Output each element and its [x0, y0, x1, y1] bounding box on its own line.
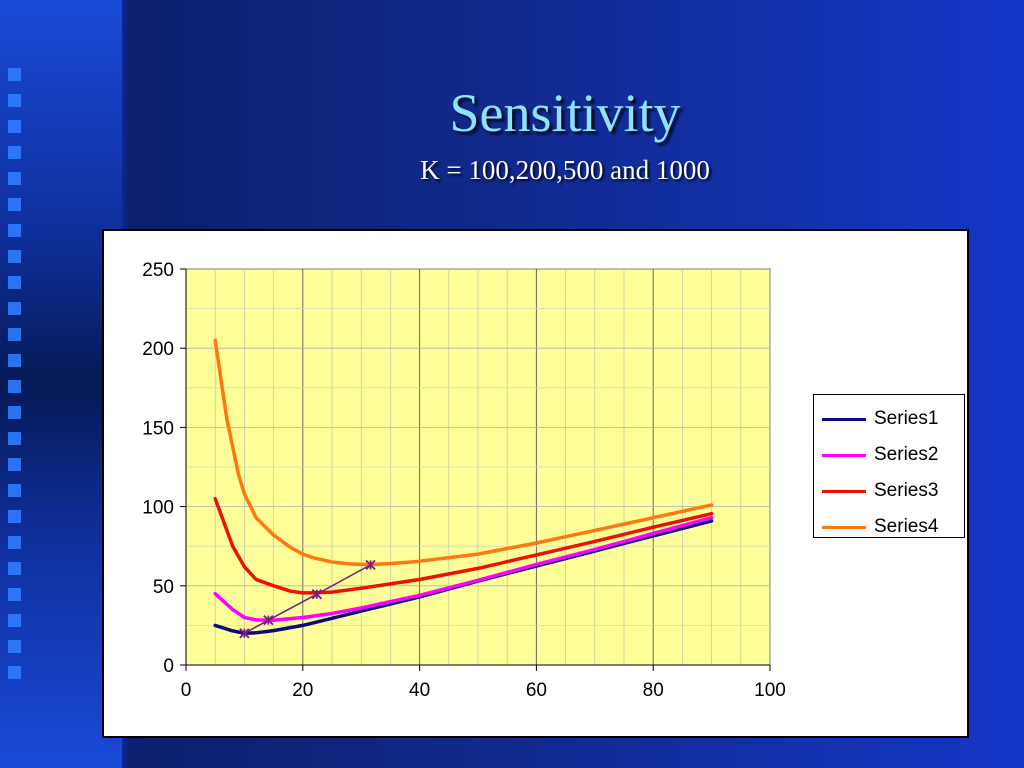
x-marker — [365, 559, 376, 571]
legend-label: Series2 — [874, 444, 939, 465]
legend-item: Series4 — [814, 509, 964, 545]
decorative-side-strip — [0, 0, 122, 768]
legend-swatch — [822, 417, 866, 421]
line-chart: 0 20 40 60 80 100 0 50 100 150 200 250 — [142, 260, 786, 701]
optimum-series-line — [243, 564, 372, 635]
y-tick-label: 0 — [163, 656, 174, 677]
decorative-square — [8, 666, 21, 679]
series-line-2 — [213, 515, 714, 622]
decorative-square — [8, 640, 21, 653]
x-tick-label: 80 — [643, 680, 664, 701]
x-tick-label: 20 — [292, 680, 313, 701]
decorative-square — [8, 68, 21, 81]
decorative-square — [8, 224, 21, 237]
decorative-square — [8, 432, 21, 445]
y-tick-label: 100 — [142, 498, 174, 519]
decorative-square — [8, 328, 21, 341]
decorative-square — [8, 250, 21, 263]
decorative-square — [8, 94, 21, 107]
legend-swatch — [822, 525, 866, 529]
decorative-square — [8, 406, 21, 419]
decorative-square — [8, 198, 21, 211]
x-tick-label: 40 — [409, 680, 430, 701]
x-marker — [239, 628, 250, 639]
series-line-4 — [213, 338, 714, 567]
decorative-square — [8, 276, 21, 289]
decorative-square — [8, 120, 21, 133]
decorative-square — [8, 562, 21, 575]
decorative-square — [8, 172, 21, 185]
legend-item: Series1 — [814, 401, 964, 437]
decorative-square — [8, 146, 21, 159]
decorative-square — [8, 354, 21, 367]
decorative-square — [8, 536, 21, 549]
y-tick-label: 50 — [153, 577, 174, 598]
decorative-square — [8, 380, 21, 393]
decorative-square — [8, 614, 21, 627]
y-tick-label: 150 — [142, 418, 174, 439]
x-tick-label: 100 — [754, 680, 786, 701]
x-tick-label: 0 — [181, 680, 192, 701]
legend-label: Series1 — [874, 408, 939, 429]
legend-swatch — [822, 453, 866, 457]
x-marker — [263, 615, 274, 626]
series-line-3 — [213, 496, 714, 595]
legend-label: Series3 — [874, 480, 939, 501]
decorative-square — [8, 510, 21, 523]
legend-label: Series4 — [874, 516, 939, 537]
legend-item: Series2 — [814, 437, 964, 473]
decorative-square-column — [8, 68, 26, 692]
slide-title: Sensitivity — [449, 83, 681, 143]
decorative-square — [8, 588, 21, 601]
legend-item: Series3 — [814, 473, 964, 509]
y-tick-label: 250 — [142, 260, 174, 281]
y-tick-label: 200 — [142, 339, 174, 360]
chart-panel: 0 20 40 60 80 100 0 50 100 150 200 250 Series1 Serie… — [102, 229, 969, 738]
decorative-square — [8, 484, 21, 497]
decorative-square — [8, 458, 21, 471]
x-marker — [311, 589, 322, 600]
chart-legend: Series1 Series2 Series3 Series4 — [813, 394, 965, 538]
x-tick-label: 60 — [526, 680, 547, 701]
slide-subtitle: K = 100,200,500 and 1000 — [420, 155, 710, 185]
legend-swatch — [822, 489, 866, 493]
decorative-square — [8, 302, 21, 315]
